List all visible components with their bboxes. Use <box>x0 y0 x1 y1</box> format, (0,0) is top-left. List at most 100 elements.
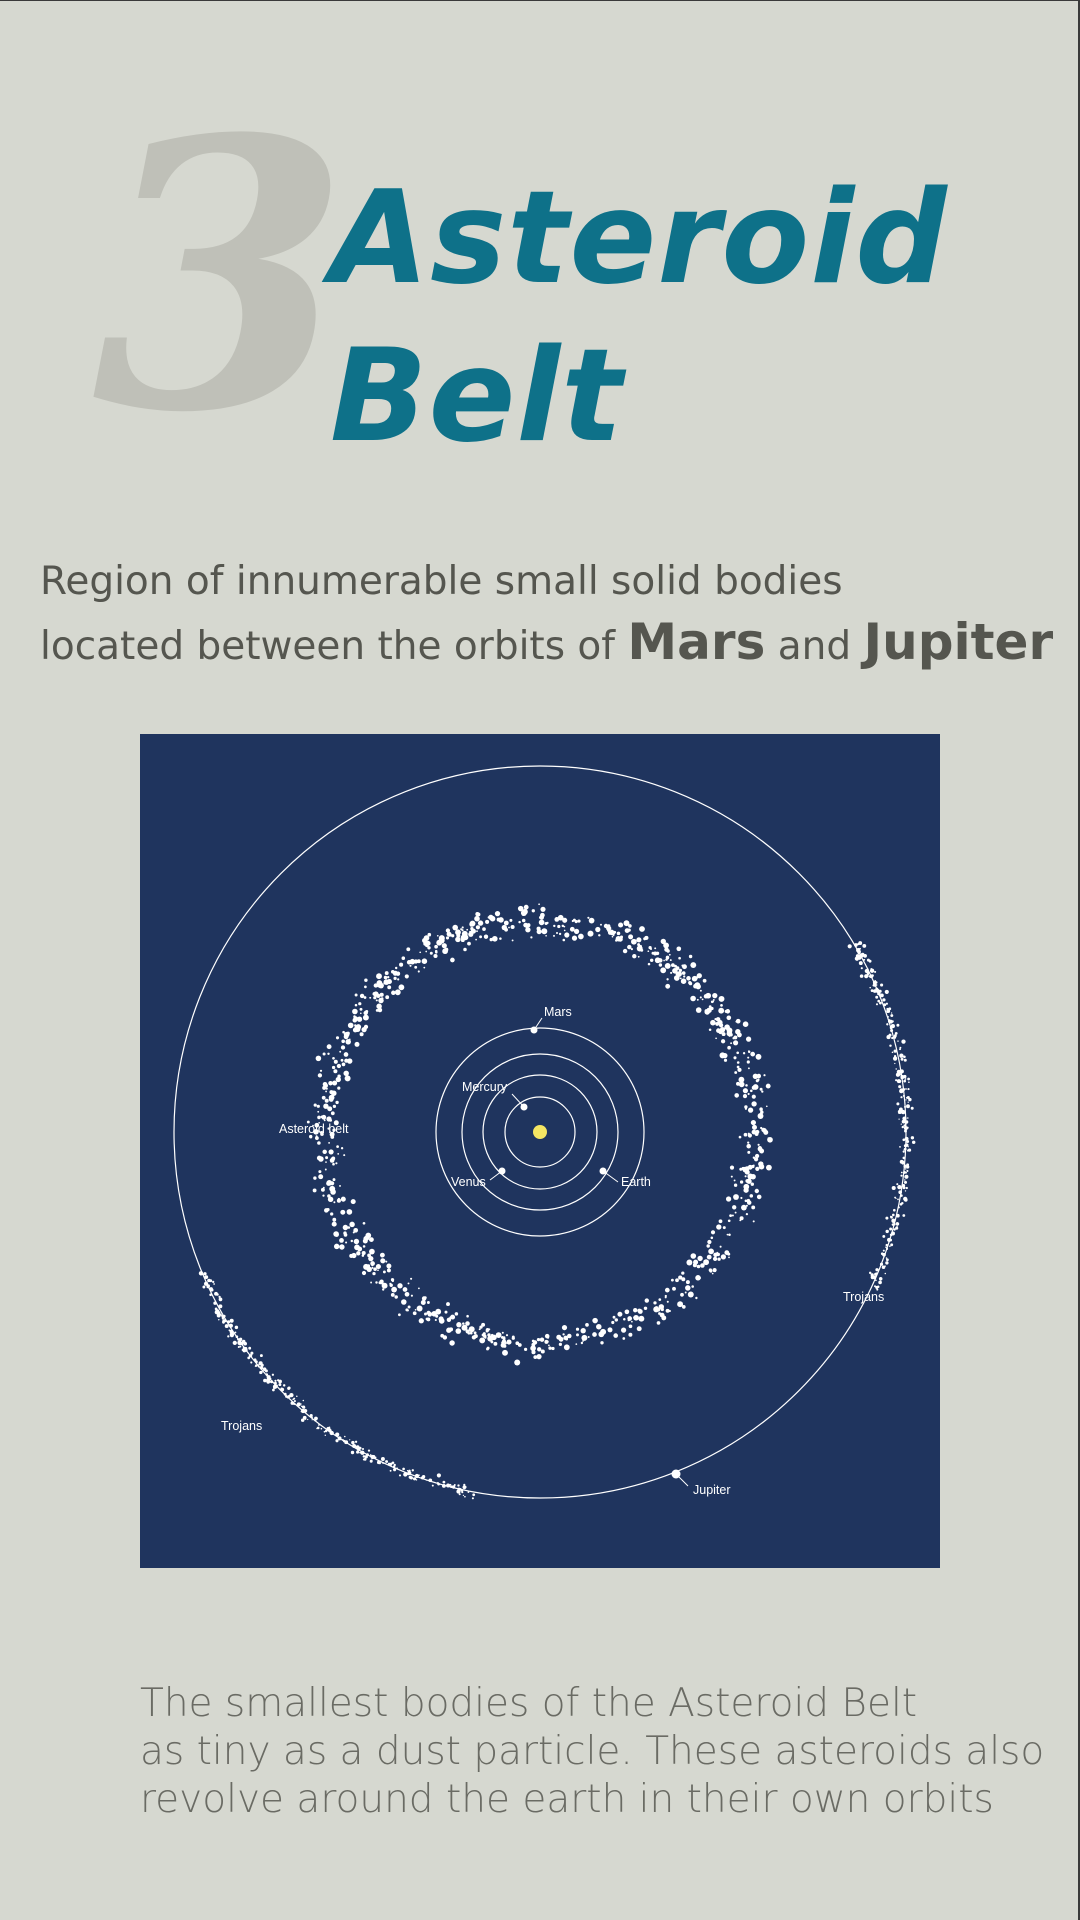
asteroid-dot <box>899 1159 904 1164</box>
solar-system-diagram: Mars Mercury Venus Earth Asteroid belt T… <box>140 734 940 1568</box>
asteroid-dot <box>481 1322 486 1327</box>
asteroid-dot <box>449 1340 455 1346</box>
asteroid-dot <box>466 928 469 931</box>
asteroid-dot <box>896 1102 900 1106</box>
title-line-2: Belt <box>330 322 624 471</box>
asteroid-dot <box>742 1052 746 1055</box>
label-mars: Mars <box>544 1005 572 1019</box>
asteroid-dot <box>712 998 715 1001</box>
asteroid-dot <box>218 1297 223 1302</box>
asteroid-dot <box>907 1088 910 1091</box>
asteroid-dot <box>321 1114 327 1120</box>
asteroid-dot <box>902 1138 906 1142</box>
asteroid-dot <box>328 1080 333 1086</box>
asteroid-dot <box>902 1150 905 1153</box>
asteroid-dot <box>530 1345 536 1352</box>
asteroid-dot <box>581 1334 588 1341</box>
asteroid-dot <box>744 1199 748 1203</box>
asteroid-dot <box>687 1291 694 1298</box>
asteroid-dot <box>406 960 412 965</box>
asteroid-dot <box>266 1380 271 1384</box>
asteroid-dot <box>504 1342 507 1345</box>
asteroid-dot <box>890 1012 893 1014</box>
asteroid-dot <box>727 1252 731 1256</box>
asteroid-dot <box>729 1214 733 1218</box>
asteroid-dot <box>901 1125 904 1129</box>
asteroid-dot <box>415 1479 418 1481</box>
asteroid-dot <box>477 920 484 926</box>
asteroid-dot <box>707 1239 712 1245</box>
asteroid-dot <box>907 1148 912 1152</box>
asteroid-dot <box>420 1300 426 1305</box>
asteroid-dot <box>362 1221 366 1225</box>
asteroid-dot <box>681 971 686 975</box>
asteroid-dot <box>461 1324 468 1331</box>
asteroid-dot <box>333 1201 336 1204</box>
asteroid-dot <box>881 1265 886 1269</box>
asteroid-dot <box>379 992 384 997</box>
asteroid-dot <box>456 1322 462 1328</box>
asteroid-dot <box>404 1291 410 1297</box>
asteroid-dot <box>317 1110 320 1113</box>
asteroid-dot <box>434 944 438 949</box>
asteroid-dot <box>897 1198 899 1201</box>
asteroid-dot <box>361 1254 365 1257</box>
asteroid-dot <box>901 1109 906 1115</box>
asteroid-dot <box>863 954 867 958</box>
asteroid-dot <box>681 1277 686 1282</box>
asteroid-dot <box>324 1098 329 1103</box>
asteroid-dot <box>886 1258 889 1262</box>
asteroid-dot <box>333 1243 340 1250</box>
asteroid-dot <box>389 1469 392 1472</box>
asteroid-dot <box>553 924 556 928</box>
asteroid-dot <box>320 1187 325 1192</box>
asteroid-dot <box>414 965 418 969</box>
asteroid-dot <box>385 1260 388 1263</box>
asteroid-dot <box>444 1310 448 1314</box>
asteroid-dot <box>404 974 409 979</box>
asteroid-dot <box>354 1003 358 1007</box>
subtitle-and: and <box>777 624 852 669</box>
asteroid-dot <box>876 981 878 983</box>
asteroid-dot <box>318 1156 324 1162</box>
asteroid-dot <box>327 1196 334 1203</box>
asteroid-dot <box>369 1248 375 1255</box>
asteroid-dot <box>906 1169 909 1173</box>
asteroid-dot <box>580 1328 586 1334</box>
asteroid-dot <box>445 936 450 940</box>
asteroid-dot <box>218 1319 220 1321</box>
asteroid-dot <box>750 1173 756 1180</box>
asteroid-dot <box>315 1136 319 1140</box>
asteroid-dot <box>438 935 445 942</box>
asteroid-dot <box>533 1355 538 1359</box>
asteroid-dot <box>423 966 426 969</box>
asteroid-dot <box>720 1254 727 1260</box>
asteroid-dot <box>514 1359 521 1366</box>
asteroid-dot <box>423 941 426 943</box>
asteroid-dot <box>713 1252 718 1258</box>
asteroid-dot <box>531 1350 536 1355</box>
asteroid-dot <box>680 1292 684 1297</box>
asteroid-dot <box>718 1219 723 1224</box>
asteroid-dot <box>361 1026 367 1033</box>
asteroid-dot <box>356 1251 361 1256</box>
asteroid-dot <box>756 1194 762 1200</box>
label-trojans-right: Trojans <box>843 1290 884 1304</box>
asteroid-dot <box>747 1107 754 1113</box>
asteroid-dot <box>520 910 527 916</box>
asteroid-dot <box>733 1056 737 1060</box>
asteroid-dot <box>899 1053 904 1058</box>
asteroid-dot <box>470 927 474 931</box>
asteroid-dot <box>879 1001 882 1005</box>
asteroid-dot <box>677 1301 684 1308</box>
asteroid-dot <box>737 1067 742 1072</box>
asteroid-dot <box>486 1346 490 1350</box>
asteroid-dot <box>907 1101 909 1103</box>
asteroid-dot <box>587 930 594 937</box>
asteroid-dot <box>287 1386 291 1390</box>
asteroid-dot <box>681 1305 686 1309</box>
asteroid-dot <box>323 1103 329 1109</box>
asteroid-dot <box>672 1286 676 1291</box>
asteroid-dot <box>503 920 509 926</box>
asteroid-dot <box>908 1097 912 1102</box>
